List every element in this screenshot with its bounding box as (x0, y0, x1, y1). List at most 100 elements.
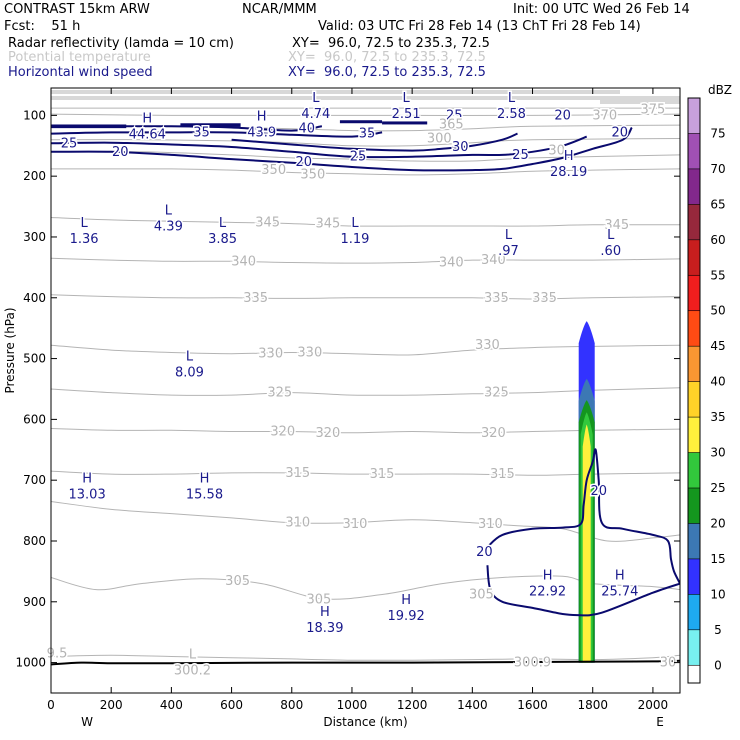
wind-contour-label-13: 20 (590, 484, 607, 499)
wind-contour-20-0 (51, 126, 633, 172)
theta-contour-label-18: 345 (604, 218, 629, 233)
jet-core-2 (339, 120, 383, 124)
colorbar-frame (687, 97, 701, 684)
wind-contour-25-1 (51, 135, 588, 159)
theta-contour-label-43: 30 (660, 656, 677, 671)
extremum-value-2: 4.74 (301, 107, 330, 122)
theta-contour-label-24: 335 (532, 291, 557, 306)
extremum-value-13: 13.03 (69, 487, 106, 502)
theta-contour-label-17: 345 (315, 217, 340, 232)
colorbar-swatch-75 (688, 98, 700, 134)
y-tick-label-400: 400 (23, 291, 46, 305)
x-tick-label-0: 0 (47, 698, 55, 712)
theta-contour-label-30: 320 (270, 425, 295, 440)
theta-contour-label-20: 340 (439, 256, 464, 271)
theta-contour-label-45: 300 (427, 131, 452, 146)
theta-contour-label-21: 340 (481, 253, 506, 268)
colorbar-swatch-15 (688, 523, 700, 559)
colorbar-label-15: 15 (710, 552, 725, 566)
surface-line (51, 659, 680, 666)
colorbar-swatch-45 (688, 310, 700, 347)
colorbar-label-75: 75 (710, 126, 725, 140)
colorbar-swatch-50 (688, 275, 700, 311)
x-tick-label-2000: 2000 (638, 698, 669, 712)
colorbar-label-20: 20 (710, 516, 725, 530)
theta-contour-label-48: 375 (640, 102, 665, 117)
plot-frame (50, 87, 681, 694)
colorbar-swatch-60 (688, 204, 700, 240)
theta-contour-label-47: 370 (592, 108, 617, 123)
theta-line-300 (51, 654, 680, 661)
theta-contour-label-39: 305 (225, 574, 250, 589)
extremum-value-11: .60 (600, 244, 621, 259)
theta-contour-label-33: 315 (285, 466, 310, 481)
theta-contour-label-31: 320 (315, 426, 340, 441)
extremum-marker-1: H (257, 109, 267, 124)
extremum-value-5: 28.19 (550, 165, 587, 180)
reflectivity-column (578, 321, 595, 663)
theta-line-330 (51, 344, 680, 356)
theta-contour-label-36: 310 (285, 516, 310, 531)
extremum-value-3: 2.51 (392, 107, 421, 122)
theta-contour-label-26: 330 (297, 345, 322, 360)
colorbar-label-35: 35 (710, 410, 725, 424)
extremum-marker-4: L (508, 91, 516, 106)
wind-contour-label-7: 25 (350, 150, 367, 165)
x-tick-label-1800: 1800 (577, 698, 608, 712)
theta-contour-label-42: 300.9 (514, 656, 551, 671)
extremum-marker-7: L (165, 204, 173, 219)
extremum-marker-3: L (403, 91, 411, 106)
extremum-marker-11: L (607, 228, 615, 243)
valid-time: Valid: 03 UTC Fri 28 Feb 14 (13 ChT Fri … (318, 19, 641, 34)
extremum-value-19: 300.2 (174, 664, 211, 679)
y-tick-label-300: 300 (23, 230, 46, 244)
field-2-xy: XY= 96.0, 72.5 to 235.3, 72.5 (288, 50, 486, 65)
wind-contour-label-1: 25 (61, 136, 78, 151)
colorbar-unit: dBZ (708, 83, 732, 97)
extremum-value-4: 2.58 (497, 107, 526, 122)
field-1-xy: XY= 96.0, 72.5 to 235.3, 72.5 (292, 36, 490, 51)
colorbar-label-55: 55 (710, 268, 725, 282)
theta-line-315 (51, 470, 680, 476)
x-tick-label-1600: 1600 (517, 698, 548, 712)
theta-contour-label-40: 305 (306, 592, 331, 607)
theta-line-355 (51, 151, 680, 162)
wind-contour-label-4: 35 (359, 127, 376, 142)
theta-line-370 (51, 113, 680, 116)
wind-contour-35-3 (51, 131, 383, 138)
extremum-value-6: 1.36 (70, 232, 99, 247)
theta-contour-label-22: 335 (243, 291, 268, 306)
wind-contour-label-3: 40 (299, 122, 316, 137)
theta-contour-label-32: 320 (481, 426, 506, 441)
theta-line-360 (51, 138, 680, 147)
field-3-xy: XY= 96.0, 72.5 to 235.3, 72.5 (288, 65, 486, 80)
wind-contour-label-10: 20 (554, 108, 571, 123)
theta-contour-label-14: 350 (261, 163, 286, 178)
colorbar-swatch-55 (688, 239, 700, 276)
upper-level-shading-2 (600, 100, 680, 104)
extremum-marker-5: H (564, 149, 574, 164)
theta-line-325 (51, 387, 680, 396)
theta-contour-label-41: 305 (469, 587, 494, 602)
wind-contour-label-0: 20 (112, 145, 129, 160)
extremum-marker-17: H (401, 593, 411, 608)
theta-contour-label-49: 30 (548, 144, 565, 159)
extremum-value-17: 19.92 (388, 609, 425, 624)
x-axis-east-label: E (656, 715, 664, 729)
x-tick-label-200: 200 (100, 698, 123, 712)
y-tick-label-500: 500 (23, 352, 46, 366)
wind-contour-label-12: 20 (476, 545, 493, 560)
colorbar-swatch-35 (688, 381, 700, 418)
extremum-value-10: .97 (498, 244, 519, 259)
extremum-marker-16: H (615, 569, 625, 584)
axes: 100 200 300 400 500 600 700 800 900 1000 0 200 400 60… (3, 87, 681, 729)
colorbar-swatch-70 (688, 133, 700, 169)
theta-contour-label-19: 340 (231, 254, 256, 269)
y-tick-label-900: 900 (23, 595, 46, 609)
reflectivity-band-25dbz (582, 424, 591, 663)
extremum-marker-18: H (320, 605, 330, 620)
theta-line-320 (51, 428, 680, 434)
